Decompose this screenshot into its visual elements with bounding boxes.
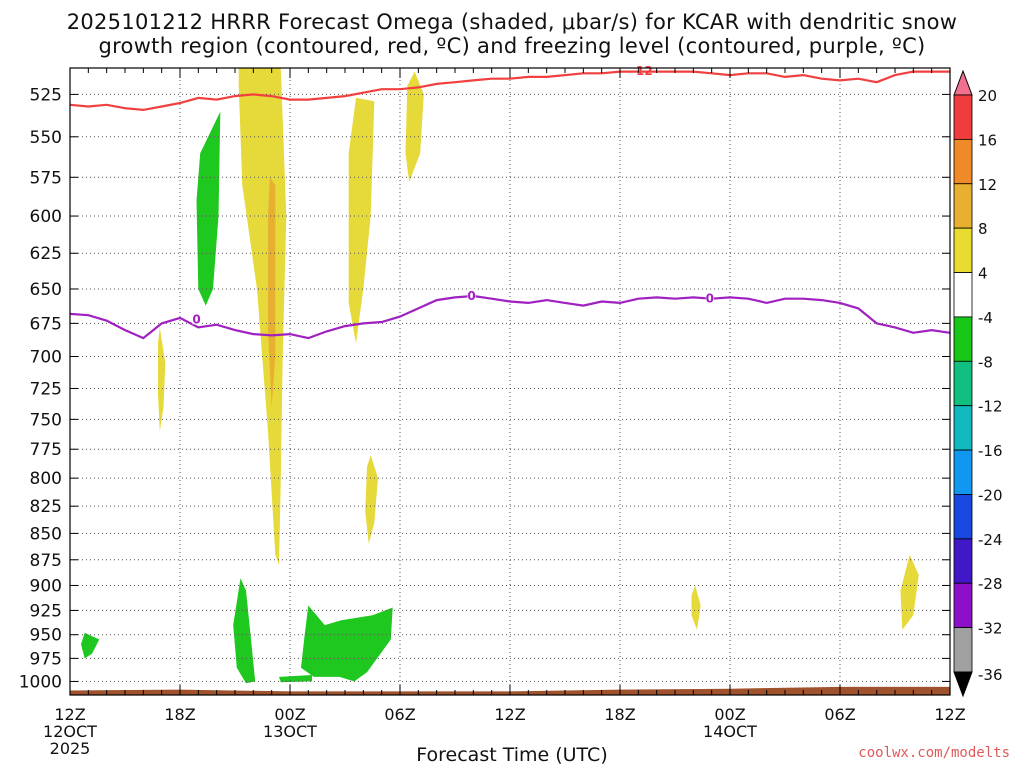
- colorbar-box-11: [953, 538, 973, 584]
- freezing-level-label-2: 0: [706, 292, 714, 306]
- x-tick-label-24-0: 12Z: [494, 705, 525, 724]
- colorbar-box-10: [953, 494, 973, 540]
- colorbar-box-9: [953, 449, 973, 495]
- colorbar-label-9: -20: [978, 486, 1003, 504]
- omega-region-positive-5: [365, 455, 378, 544]
- y-tick-label-625: 625: [30, 244, 62, 264]
- colorbar-bottom-arrow: [953, 671, 973, 698]
- colorbar-box-5: [953, 272, 973, 318]
- x-axis-label: Forecast Time (UTC): [416, 744, 608, 766]
- x-tick-label-12-0: 00Z: [274, 705, 305, 724]
- y-tick-label-875: 875: [30, 551, 62, 571]
- y-tick-label-775: 775: [30, 440, 62, 460]
- x-tick-label-48-0: 12Z: [934, 705, 965, 724]
- x-tick-label-30-0: 18Z: [604, 705, 635, 724]
- omega-region-positive-7: [900, 554, 919, 630]
- omega-region-positive-4: [158, 327, 166, 432]
- omega-region-positive-3: [405, 71, 424, 182]
- x-tick-label-0-0: 12Z: [54, 705, 85, 724]
- x-tick-label-12-1: 13OCT: [263, 722, 317, 741]
- x-tick-label-6-0: 18Z: [164, 705, 195, 724]
- omega-region-positive-0: [238, 68, 287, 565]
- colorbar-label-5: -4: [978, 309, 993, 327]
- colorbar-box-4: [953, 227, 973, 273]
- y-tick-label-950: 950: [30, 626, 62, 646]
- colorbar-label-10: -24: [978, 531, 1003, 549]
- colorbar-box-8: [953, 405, 973, 451]
- chart-title: 2025101212 HRRR Forecast Omega (shaded, …: [66, 10, 958, 34]
- colorbar-label-4: 4: [978, 265, 988, 283]
- colorbar-label-1: 16: [978, 131, 997, 149]
- y-tick-label-550: 550: [30, 128, 62, 148]
- omega-region-positive-6: [691, 585, 701, 630]
- y-tick-label-725: 725: [30, 379, 62, 399]
- freezing-level-label-1: 0: [467, 289, 475, 303]
- y-tick-label-925: 925: [30, 601, 62, 621]
- x-tick-label-36-0: 00Z: [714, 705, 745, 724]
- colorbar-label-8: -16: [978, 442, 1003, 460]
- colorbar-box-6: [953, 316, 973, 362]
- y-tick-label-850: 850: [30, 524, 62, 544]
- colorbar-box-2: [953, 138, 973, 185]
- y-tick-label-700: 700: [30, 347, 62, 367]
- x-tick-label-42-0: 06Z: [824, 705, 855, 724]
- omega-region-negative-11: [279, 675, 312, 683]
- colorbar-label-0: 20: [978, 87, 997, 105]
- freezing-label-bg-0: [192, 312, 201, 325]
- colorbar-box-12: [953, 582, 973, 629]
- y-tick-label-675: 675: [30, 314, 62, 334]
- omega-region-negative-9: [233, 578, 256, 684]
- y-tick-label-650: 650: [30, 280, 62, 300]
- colorbar-label-7: -12: [978, 398, 1003, 416]
- freezing-label-bg-1: [467, 288, 476, 301]
- colorbar-box-13: [953, 627, 973, 673]
- omega-region-negative-10: [301, 605, 393, 682]
- y-tick-label-900: 900: [30, 576, 62, 596]
- freezing-level-label-0: 0: [192, 312, 200, 326]
- colorbar-label-3: 8: [978, 220, 988, 238]
- y-tick-label-1000: 1000: [19, 672, 62, 692]
- colorbar-box-3: [953, 183, 973, 229]
- omega-shading: [81, 68, 919, 684]
- y-tick-label-825: 825: [30, 497, 62, 517]
- credit-link[interactable]: coolwx.com/modelts: [858, 745, 1010, 761]
- y-tick-label-575: 575: [30, 168, 62, 188]
- colorbar-box-1: [953, 94, 973, 140]
- colorbar-label-12: -32: [978, 620, 1003, 638]
- dgz-contour-line: [70, 70, 950, 112]
- colorbar-label-13: -36: [978, 666, 1003, 684]
- y-tick-label-800: 800: [30, 469, 62, 489]
- omega-region-positive-1: [268, 177, 276, 408]
- colorbar-top-arrow: [953, 69, 973, 96]
- colorbar-label-2: 12: [978, 176, 997, 194]
- freezing-level-line: [69, 294, 951, 340]
- omega-region-negative-12: [81, 632, 100, 659]
- chart-title-line2: growth region (contoured, red, ºC) and f…: [98, 34, 926, 58]
- omega-region-positive-2: [348, 97, 375, 344]
- x-tick-label-18-0: 06Z: [384, 705, 415, 724]
- y-tick-label-525: 525: [30, 85, 62, 105]
- y-tick-label-975: 975: [30, 649, 62, 669]
- colorbar-label-6: -8: [978, 353, 993, 371]
- y-tick-label-750: 750: [30, 410, 62, 430]
- x-tick-label-0-1: 12OCT: [43, 722, 97, 741]
- x-tick-label-0-2: 2025: [50, 739, 91, 758]
- colorbar-label-11: -28: [978, 575, 1003, 593]
- y-tick-label-600: 600: [30, 207, 62, 227]
- freezing-label-bg-2: [705, 291, 714, 304]
- omega-region-negative-8: [196, 111, 221, 306]
- dgz-contour-label: -12: [631, 64, 653, 78]
- x-tick-label-36-1: 14OCT: [703, 722, 757, 741]
- colorbar-box-7: [953, 360, 973, 407]
